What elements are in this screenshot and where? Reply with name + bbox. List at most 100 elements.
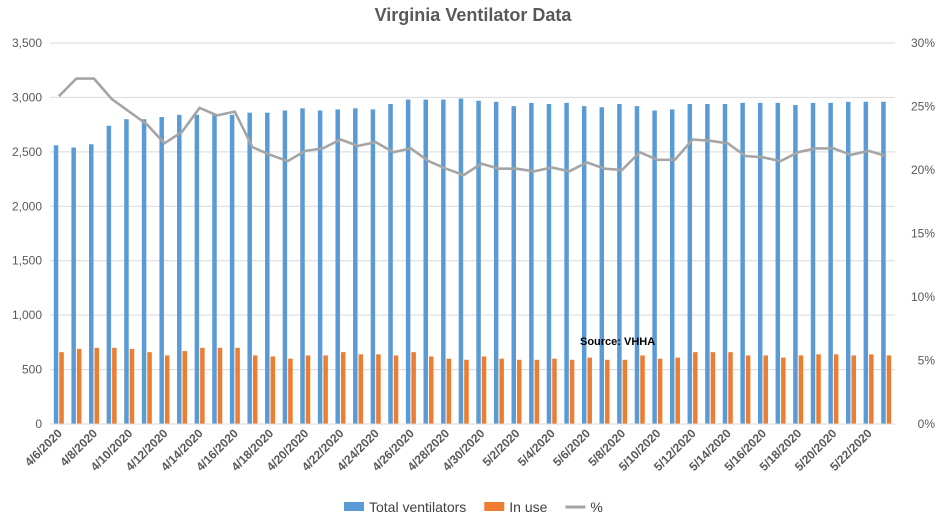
legend-swatch <box>344 502 364 511</box>
bar-in-use <box>499 358 504 424</box>
bar-total-ventilators <box>828 102 833 424</box>
bar-total-ventilators <box>775 102 781 424</box>
bar-total-ventilators <box>212 113 217 424</box>
y-right-tick-label: 20% <box>911 163 935 177</box>
legend-label: In use <box>509 499 547 515</box>
bar-in-use <box>147 352 152 424</box>
y-left-tick-label: 3,500 <box>12 36 42 50</box>
bar-total-ventilators <box>124 119 129 424</box>
bar-in-use <box>182 351 188 424</box>
legend-label: Total ventilators <box>369 499 466 515</box>
bar-total-ventilators <box>652 110 657 425</box>
bar-total-ventilators <box>229 114 235 425</box>
bar-total-ventilators <box>335 109 340 424</box>
bar-in-use <box>129 348 135 424</box>
bar-in-use <box>94 347 100 424</box>
bar-total-ventilators <box>599 107 605 425</box>
bar-in-use <box>640 355 645 424</box>
bar-total-ventilators <box>300 108 305 425</box>
bar-in-use <box>358 354 364 424</box>
chart-title: Virginia Ventilator Data <box>375 5 573 25</box>
x-tick-label: 5/6/2020 <box>550 426 593 469</box>
bar-total-ventilators <box>177 114 182 425</box>
bar-in-use <box>728 352 733 424</box>
bar-total-ventilators <box>617 103 622 425</box>
bar-in-use <box>200 347 205 424</box>
bar-in-use <box>376 354 381 424</box>
bar-total-ventilators <box>634 106 640 424</box>
legend-swatch <box>484 502 505 511</box>
legend-label: % <box>590 499 602 515</box>
bar-in-use <box>781 357 786 424</box>
bar-total-ventilators <box>317 110 323 425</box>
bar-in-use <box>270 356 276 424</box>
bar-total-ventilators <box>740 102 745 424</box>
bar-in-use <box>763 355 768 424</box>
bar-in-use <box>235 347 240 424</box>
bar-total-ventilators <box>388 103 393 425</box>
bar-total-ventilators <box>722 103 728 425</box>
legend: Total ventilators In use% <box>344 499 603 515</box>
bar-total-ventilators <box>423 99 428 424</box>
bar-total-ventilators <box>757 102 763 424</box>
x-tick-label: 5/4/2020 <box>515 426 558 469</box>
bar-in-use <box>76 348 82 424</box>
bar-in-use <box>393 355 399 424</box>
bar-in-use <box>833 354 839 424</box>
bar-in-use <box>693 352 698 424</box>
bar-total-ventilators <box>141 119 147 424</box>
bar-in-use <box>112 347 117 424</box>
bar-total-ventilators <box>353 108 358 425</box>
y-left-tick-label: 2,000 <box>12 199 42 213</box>
bar-in-use <box>745 355 751 424</box>
bar-total-ventilators <box>564 102 569 424</box>
bar-in-use <box>59 352 64 424</box>
bar-total-ventilators <box>546 103 552 425</box>
bar-total-ventilators <box>53 145 59 424</box>
y-left-tick-label: 1,000 <box>12 308 42 322</box>
bar-total-ventilators <box>705 103 710 425</box>
bar-in-use <box>622 359 628 424</box>
bar-in-use <box>816 354 821 424</box>
left-axis: 0 500 1,000 1,500 2,000 2,500 3,000 3,500 <box>12 36 42 431</box>
line-percent <box>57 77 887 177</box>
bar-total-ventilators <box>89 144 94 425</box>
bar-in-use <box>886 355 892 424</box>
y-left-tick-label: 0 <box>35 417 42 431</box>
bar-in-use <box>252 355 258 424</box>
bar-total-ventilators <box>370 109 376 424</box>
bar-total-ventilators <box>265 112 270 424</box>
bar-total-ventilators <box>669 109 675 424</box>
bar-in-use <box>851 355 856 424</box>
bar-total-ventilators <box>493 101 499 424</box>
bar-in-use <box>552 358 557 424</box>
bar-in-use <box>323 355 328 424</box>
bar-total-ventilators <box>282 110 288 425</box>
bar-total-ventilators <box>247 112 252 424</box>
bar-in-use <box>798 355 804 424</box>
bar-in-use <box>464 359 469 424</box>
line-marks <box>57 77 887 177</box>
y-left-tick-label: 3,000 <box>12 90 42 104</box>
bar-in-use <box>534 359 540 424</box>
bar-in-use <box>569 359 575 424</box>
bar-total-ventilators <box>845 101 851 424</box>
y-right-tick-label: 30% <box>911 36 935 50</box>
bar-in-use <box>675 357 680 424</box>
bar-in-use <box>164 355 170 424</box>
bar-total-ventilators <box>476 100 481 425</box>
y-left-tick-label: 1,500 <box>12 254 42 268</box>
bar-in-use <box>605 359 610 424</box>
y-right-tick-label: 10% <box>911 290 935 304</box>
bar-in-use <box>411 352 416 424</box>
bar-total-ventilators <box>511 106 517 424</box>
bar-total-ventilators <box>194 114 200 425</box>
y-right-tick-label: 5% <box>918 354 936 368</box>
x-tick-label: 4/6/2020 <box>22 426 65 469</box>
bar-total-ventilators <box>687 103 693 425</box>
bar-in-use <box>481 356 487 424</box>
bar-marks <box>53 98 892 425</box>
bar-in-use <box>517 359 522 424</box>
bar-in-use <box>340 352 346 424</box>
